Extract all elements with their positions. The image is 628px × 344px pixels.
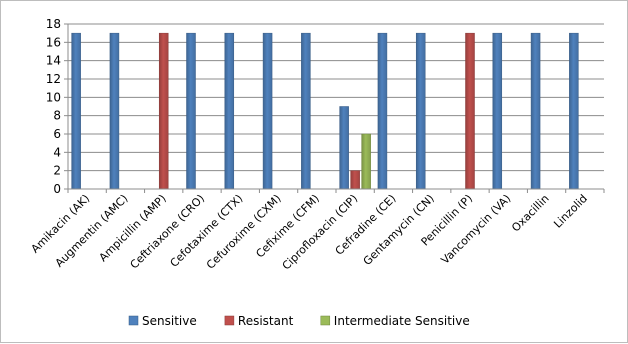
bar-sensitive: [530, 32, 541, 190]
x-tick-labels: Amikacin (AK)Augmentin (AMC)Ampicillin (…: [29, 192, 590, 273]
y-tick-label: 10: [46, 90, 61, 104]
x-tick-label: Linzolid: [551, 192, 590, 231]
bars: [71, 32, 579, 190]
y-tick-label: 2: [53, 164, 61, 178]
legend-label: Resistant: [238, 314, 294, 328]
y-tick-label: 14: [46, 54, 61, 68]
bar-sensitive: [186, 32, 196, 190]
legend-swatch-intermediate-sensitive: [320, 315, 331, 326]
y-tick-labels: 0 2 4 6 8 10 12 14 16 18: [46, 17, 61, 196]
x-tick-label: Gentamycin (CN): [361, 192, 437, 268]
y-tick-label: 16: [46, 35, 61, 49]
bar-sensitive: [262, 32, 273, 190]
y-tick-label: 6: [53, 127, 61, 141]
bar-sensitive: [492, 32, 503, 190]
bar-resistant: [158, 32, 169, 190]
y-tick-label: 0: [53, 182, 61, 196]
bar-sensitive: [71, 32, 81, 190]
legend-label: Intermediate Sensitive: [334, 314, 470, 328]
y-tick-label: 4: [53, 145, 61, 159]
axes: [64, 23, 605, 193]
x-tick-label: Oxacillin: [509, 192, 552, 235]
bar-sensitive: [109, 32, 120, 190]
legend: Sensitive Resistant Intermediate Sensitive: [128, 314, 470, 328]
legend-label: Sensitive: [142, 314, 197, 328]
gridlines: [68, 23, 604, 172]
legend-swatch-sensitive: [128, 315, 139, 326]
bar-intermediate-sensitive: [361, 133, 371, 190]
x-tick-label: Cefotaxime (CTX): [168, 192, 246, 270]
bar-sensitive: [569, 32, 579, 190]
bar-resistant: [465, 32, 475, 190]
legend-swatch-resistant: [224, 315, 235, 326]
bar-sensitive: [415, 32, 426, 190]
x-tick-label: Ampicillin (AMP): [97, 192, 169, 264]
y-tick-label: 12: [46, 72, 61, 86]
x-tick-label: Vancomycin (VA): [439, 192, 514, 267]
x-tick-label: Augmentin (AMC): [53, 192, 131, 270]
bar-resistant: [350, 170, 360, 190]
y-tick-label: 8: [53, 109, 61, 123]
bar-sensitive: [224, 32, 235, 190]
bar-sensitive: [339, 106, 349, 190]
bar-sensitive: [301, 32, 311, 190]
bar-sensitive: [377, 32, 388, 190]
y-tick-label: 18: [46, 17, 61, 31]
